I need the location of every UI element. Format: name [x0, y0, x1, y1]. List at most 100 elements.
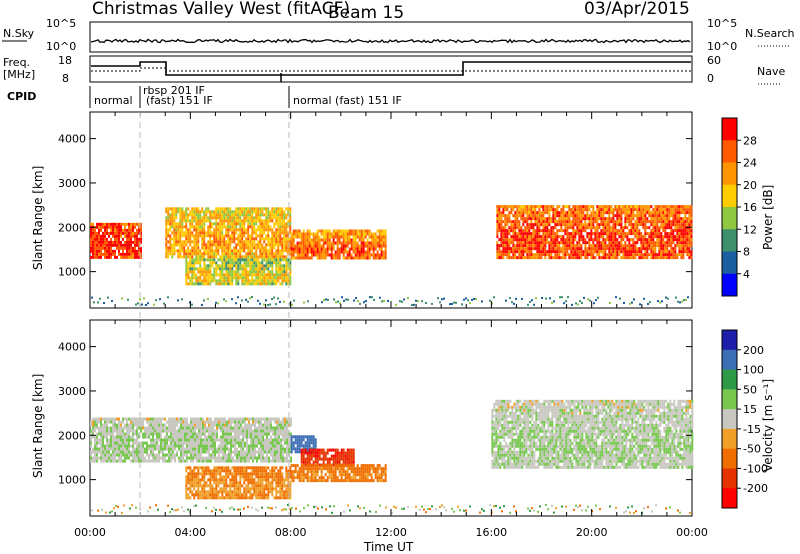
- range-cell: [289, 246, 292, 250]
- range-cell: [514, 229, 517, 233]
- range-cell: [226, 429, 228, 433]
- range-cell: [227, 231, 230, 235]
- range-cell: [502, 241, 505, 245]
- range-cell: [542, 205, 545, 209]
- range-cell: [138, 243, 140, 247]
- range-cell: [586, 256, 589, 260]
- range-cell: [682, 232, 685, 236]
- range-cell: [174, 456, 176, 460]
- range-cell: [116, 459, 118, 463]
- range-cell: [616, 250, 619, 254]
- range-cell: [642, 247, 645, 251]
- range-cell: [686, 229, 689, 233]
- range-cell: [574, 223, 577, 227]
- range-cell: [261, 267, 264, 271]
- range-cell: [616, 244, 619, 248]
- range-cell: [196, 453, 198, 457]
- range-cell: [520, 244, 523, 248]
- range-cell: [628, 217, 631, 221]
- range-cell: [542, 214, 545, 218]
- range-cell: [308, 244, 311, 248]
- range-cell: [307, 300, 309, 303]
- range-cell: [191, 249, 194, 253]
- range-cell: [566, 247, 569, 251]
- range-cell: [213, 270, 216, 274]
- range-cell: [261, 270, 264, 274]
- range-cell: [173, 234, 176, 238]
- range-cell: [227, 258, 230, 262]
- range-cell: [302, 229, 305, 233]
- range-cell: [102, 231, 104, 235]
- range-cell: [564, 229, 567, 233]
- range-cell: [594, 217, 597, 221]
- range-cell: [148, 429, 150, 433]
- range-cell: [171, 225, 174, 229]
- range-cell: [199, 282, 202, 286]
- range-cell: [326, 241, 329, 245]
- range-cell: [219, 234, 222, 238]
- range-cell: [167, 296, 169, 299]
- range-cell: [252, 429, 254, 433]
- range-cell: [218, 444, 220, 448]
- range-cell: [246, 441, 248, 445]
- range-cell: [212, 426, 214, 430]
- range-cell: [566, 226, 569, 230]
- range-cell: [179, 255, 182, 259]
- range-cell: [112, 249, 114, 253]
- range-cell: [372, 256, 375, 260]
- range-cell: [150, 459, 152, 463]
- range-cell: [260, 444, 262, 448]
- range-cell: [273, 216, 276, 220]
- range-cell: [240, 444, 242, 448]
- range-cell: [325, 298, 327, 301]
- range-cell: [610, 238, 613, 242]
- range-cell: [235, 243, 238, 247]
- range-cell: [558, 229, 561, 233]
- range-cell: [340, 229, 343, 233]
- range-cell: [128, 225, 130, 229]
- range-cell: [211, 231, 214, 235]
- range-cell: [542, 229, 545, 233]
- range-cell: [184, 453, 186, 457]
- range-cell: [290, 235, 293, 239]
- range-cell: [203, 258, 206, 262]
- range-cell: [256, 417, 258, 421]
- range-cell: [191, 264, 194, 268]
- range-cell: [205, 207, 208, 211]
- range-cell: [114, 420, 116, 424]
- range-cell: [216, 435, 218, 439]
- range-cell: [678, 244, 681, 248]
- range-cell: [96, 243, 98, 247]
- range-cell: [94, 450, 96, 454]
- range-cell: [654, 226, 657, 230]
- range-cell: [205, 270, 208, 274]
- range-cell: [341, 296, 343, 299]
- range-cell: [289, 261, 292, 265]
- range-cell: [260, 429, 262, 433]
- range-cell: [314, 241, 317, 245]
- range-cell: [102, 246, 104, 250]
- range-cell: [628, 208, 631, 212]
- range-cell: [670, 229, 673, 233]
- range-cell: [203, 249, 206, 253]
- range-cell: [668, 232, 671, 236]
- range-cell: [237, 237, 240, 241]
- range-cell: [237, 282, 240, 286]
- range-cell: [188, 423, 190, 427]
- range-cell: [257, 240, 260, 244]
- range-cell: [522, 256, 525, 260]
- range-cell: [241, 219, 244, 223]
- range-cell: [229, 264, 232, 268]
- range-cell: [106, 417, 108, 421]
- range-cell: [204, 426, 206, 430]
- range-cell: [340, 241, 343, 245]
- range-cell: [258, 429, 260, 433]
- range-cell: [680, 247, 683, 251]
- range-cell: [622, 208, 625, 212]
- range-cell: [185, 213, 188, 217]
- range-cell: [610, 211, 613, 215]
- range-cell: [193, 243, 196, 247]
- range-cell: [688, 214, 691, 218]
- range-cell: [154, 459, 156, 463]
- range-cell: [215, 279, 218, 283]
